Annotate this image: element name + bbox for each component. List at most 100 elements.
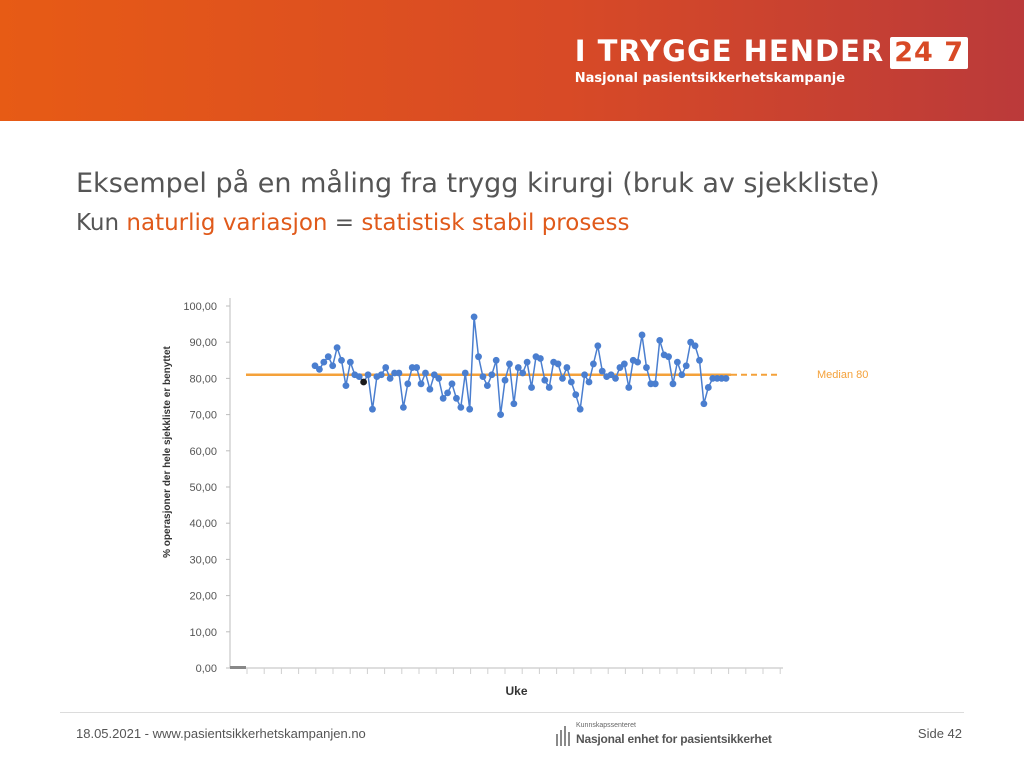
data-point <box>722 375 730 382</box>
data-point <box>700 400 708 408</box>
data-point <box>399 403 407 411</box>
data-point <box>594 342 602 350</box>
data-point <box>324 353 332 361</box>
data-point <box>528 384 535 391</box>
subtitle-highlight-variation: naturlig variasjon <box>126 210 328 236</box>
y-tick-label: 60,00 <box>189 446 217 458</box>
data-point <box>581 371 588 379</box>
data-point <box>497 411 505 418</box>
data-point <box>682 362 690 370</box>
footer-page-number: Side 42 <box>917 726 962 741</box>
data-point <box>673 358 681 366</box>
data-point <box>492 356 500 364</box>
data-point <box>435 375 443 382</box>
data-point <box>696 356 703 364</box>
data-point <box>453 394 460 402</box>
data-point <box>510 400 518 408</box>
data-point <box>444 389 451 397</box>
y-axis-label: % operasjoner der hele sjekkliste er ben… <box>162 345 173 557</box>
data-point <box>634 358 642 366</box>
data-point <box>704 384 712 391</box>
data-point <box>585 378 593 386</box>
run-chart: 0,00 10,00 20,00 30,00 40,00 50,00 60,00 70,00 8… <box>162 298 868 698</box>
slide-subtitle: Kun naturlig variasjon = statistisk stab… <box>76 210 629 236</box>
data-point <box>563 364 571 371</box>
x-axis-label: Uke <box>505 684 527 698</box>
subtitle-middle: = <box>327 210 362 236</box>
slide-title: Eksempel på en måling fra trygg kirurgi … <box>76 168 880 199</box>
y-tick-label: 70,00 <box>189 410 217 422</box>
data-point <box>590 360 597 368</box>
data-point <box>691 342 699 350</box>
data-point <box>514 364 522 371</box>
footer-date-url: 18.05.2021 - www.pasientsikkerhetskampan… <box>76 726 366 741</box>
data-point <box>620 360 628 368</box>
data-point <box>536 355 544 362</box>
logo-small-text: Kunnskapssenteret <box>576 722 636 729</box>
footer-divider <box>60 712 964 713</box>
data-point <box>625 384 633 391</box>
y-tick-label: 10,00 <box>189 627 217 639</box>
data-point <box>461 369 469 377</box>
data-point <box>382 364 390 371</box>
header-banner: I TRYGGE HENDER 24 7 Nasjonal pasientsikk… <box>0 0 1024 121</box>
y-tick-label: 40,00 <box>189 518 217 530</box>
brand-badge: 24 7 <box>890 37 968 69</box>
y-tick-label: 50,00 <box>189 482 217 494</box>
brand-title-text: I TRYGGE HENDER <box>574 34 885 68</box>
data-point <box>316 365 323 373</box>
y-tick-label: 100,00 <box>183 301 217 313</box>
data-point <box>506 360 513 368</box>
data-point <box>320 358 328 366</box>
data-point <box>404 380 412 388</box>
data-point <box>413 364 421 371</box>
data-point <box>466 405 474 413</box>
data-point <box>501 376 509 384</box>
data-point <box>369 405 376 413</box>
data-point <box>355 373 363 380</box>
brand-logo: I TRYGGE HENDER 24 7 Nasjonal pasientsikk… <box>575 34 968 87</box>
brand-title: I TRYGGE HENDER 24 7 <box>575 34 968 69</box>
data-point <box>342 382 350 390</box>
data-point <box>523 358 531 366</box>
data-point <box>479 373 487 380</box>
data-point <box>541 376 549 384</box>
median-label: Median 80 <box>817 369 868 381</box>
brand-subtitle: Nasjonal pasientsikkerhetskampanje <box>574 71 846 86</box>
data-point <box>338 356 345 364</box>
data-point <box>638 331 646 339</box>
subtitle-highlight-stable: statistisk stabil prosess <box>361 210 630 236</box>
data-point <box>364 371 372 379</box>
data-point <box>656 336 664 344</box>
data-point <box>422 369 429 377</box>
data-point <box>346 358 354 366</box>
data-point <box>426 385 434 393</box>
data-point <box>483 382 491 390</box>
data-point <box>377 371 385 379</box>
y-tick-label: 20,00 <box>189 591 217 603</box>
data-point <box>669 380 677 388</box>
y-tick-label: 90,00 <box>189 337 217 349</box>
data-point <box>545 384 553 391</box>
logo-bars-icon <box>556 726 572 746</box>
x-axis-origin-mark <box>230 666 246 669</box>
data-point <box>333 344 341 352</box>
data-point <box>559 375 566 382</box>
data-point <box>417 380 425 388</box>
data-point <box>678 371 686 379</box>
data-point <box>554 360 562 368</box>
data-point <box>567 378 575 386</box>
data-point <box>519 369 527 377</box>
data-point <box>395 369 403 377</box>
data-point <box>488 371 496 379</box>
data-point <box>475 353 482 361</box>
data-point <box>576 405 584 413</box>
subtitle-prefix: Kun <box>76 210 127 236</box>
data-point <box>651 380 659 388</box>
data-point <box>439 394 447 402</box>
data-point <box>612 375 619 382</box>
y-tick-label: 80,00 <box>189 373 217 385</box>
data-point <box>572 391 580 399</box>
y-tick-label: 0,00 <box>196 663 217 675</box>
data-point <box>643 364 650 371</box>
